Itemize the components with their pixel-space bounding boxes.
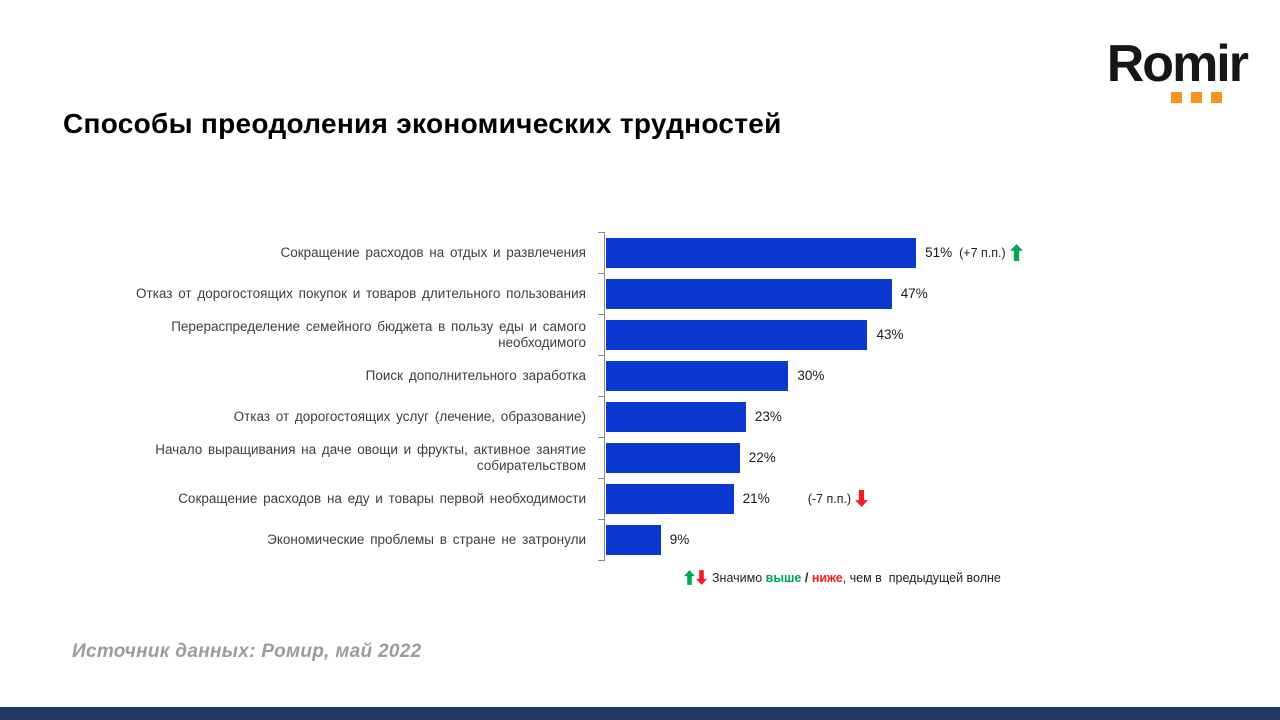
logo-dot-icon xyxy=(1170,92,1182,103)
bar-zone: 21% (-7 п.п.) xyxy=(606,478,1280,519)
bar-value-label: 22% xyxy=(748,450,776,465)
change-annotation-text: (+7 п.п.) xyxy=(959,245,1006,260)
bar-zone: 30% xyxy=(606,355,1280,396)
legend-separator: / xyxy=(801,570,812,585)
logo-dots-icon xyxy=(1170,92,1247,103)
category-label: Начало выращивания на даче овощи и фрукт… xyxy=(155,441,586,473)
bar-value-label: 21% xyxy=(742,491,770,506)
bar xyxy=(606,401,746,432)
bar xyxy=(606,319,868,350)
axis-tick xyxy=(598,273,604,274)
bar xyxy=(606,278,892,309)
axis-tick xyxy=(598,478,604,479)
change-annotation-text: (-7 п.п.) xyxy=(807,491,852,506)
logo-text: Romir xyxy=(1106,35,1249,93)
bar-zone: 22% xyxy=(606,437,1280,478)
bar-zone: 47% xyxy=(606,273,1280,314)
category-label: Поиск дополнительного заработка xyxy=(365,367,586,383)
legend-text: , чем в предыдущей волне xyxy=(842,570,1001,585)
page-title: Способы преодоления экономических трудно… xyxy=(63,108,782,139)
bar xyxy=(606,360,789,391)
axis-tick xyxy=(598,314,604,315)
y-axis-line xyxy=(604,232,605,561)
axis-tick xyxy=(598,232,604,233)
bar-zone: 43% xyxy=(606,314,1280,355)
category-label: Отказ от дорогостоящих покупок и товаров… xyxy=(136,285,586,301)
legend-lower-label: ниже xyxy=(811,570,843,585)
category-label: Перераспределение семейного бюджета в по… xyxy=(171,318,586,350)
bar-value-label: 9% xyxy=(669,532,690,547)
chart-row: Сокращение расходов на еду и товары перв… xyxy=(0,478,1280,519)
up-arrow-icon xyxy=(1009,244,1023,261)
source-note: Источник данных: Ромир, май 2022 xyxy=(72,641,422,662)
bar-value-label: 47% xyxy=(900,286,928,301)
bar xyxy=(606,483,734,514)
bar-zone: 23% xyxy=(606,396,1280,437)
bar-zone: 51% (+7 п.п.) xyxy=(606,232,1280,273)
category-label: Экономические проблемы в стране не затро… xyxy=(267,531,586,547)
legend: Значимо выше / ниже , чем в предыдущей в… xyxy=(684,570,1001,585)
bar-value-label: 23% xyxy=(754,409,782,424)
axis-tick xyxy=(598,355,604,356)
axis-tick xyxy=(598,396,604,397)
chart-row: Сокращение расходов на отдых и развлечен… xyxy=(0,232,1280,273)
change-annotation: (+7 п.п.) xyxy=(959,244,1023,261)
bar-chart: Сокращение расходов на отдых и развлечен… xyxy=(0,232,1280,562)
logo-dot-icon xyxy=(1190,92,1202,103)
up-arrow-icon xyxy=(684,570,695,585)
bar-zone: 9% xyxy=(606,519,1280,560)
bar-value-label: 43% xyxy=(876,327,904,342)
bar xyxy=(606,442,740,473)
legend-text: Значимо xyxy=(712,570,766,585)
chart-rows: Сокращение расходов на отдых и развлечен… xyxy=(0,232,1280,560)
axis-tick xyxy=(598,560,604,561)
category-label: Отказ от дорогостоящих услуг (лечение, о… xyxy=(233,408,586,424)
logo-dot-icon xyxy=(1210,92,1222,103)
chart-row: Отказ от дорогостоящих услуг (лечение, о… xyxy=(0,396,1280,437)
chart-row: Поиск дополнительного заработка 30% xyxy=(0,355,1280,396)
footer-bar xyxy=(0,707,1280,720)
axis-tick xyxy=(598,519,604,520)
romir-logo: Romir xyxy=(1106,35,1249,103)
chart-row: Начало выращивания на даче овощи и фрукт… xyxy=(0,437,1280,478)
chart-row: Экономические проблемы в стране не затро… xyxy=(0,519,1280,560)
bar xyxy=(606,237,917,268)
down-arrow-icon xyxy=(696,570,707,585)
bar xyxy=(606,524,661,555)
bar-value-label: 30% xyxy=(797,368,825,383)
chart-row: Отказ от дорогостоящих покупок и товаров… xyxy=(0,273,1280,314)
bar-value-label: 51% xyxy=(925,245,953,260)
down-arrow-icon xyxy=(855,490,868,507)
change-annotation: (-7 п.п.) xyxy=(808,490,868,507)
chart-row: Перераспределение семейного бюджета в по… xyxy=(0,314,1280,355)
legend-arrows xyxy=(684,570,707,585)
category-label: Сокращение расходов на отдых и развлечен… xyxy=(280,244,586,260)
axis-tick xyxy=(598,437,604,438)
legend-higher-label: выше xyxy=(765,570,802,585)
category-label: Сокращение расходов на еду и товары перв… xyxy=(178,490,586,506)
